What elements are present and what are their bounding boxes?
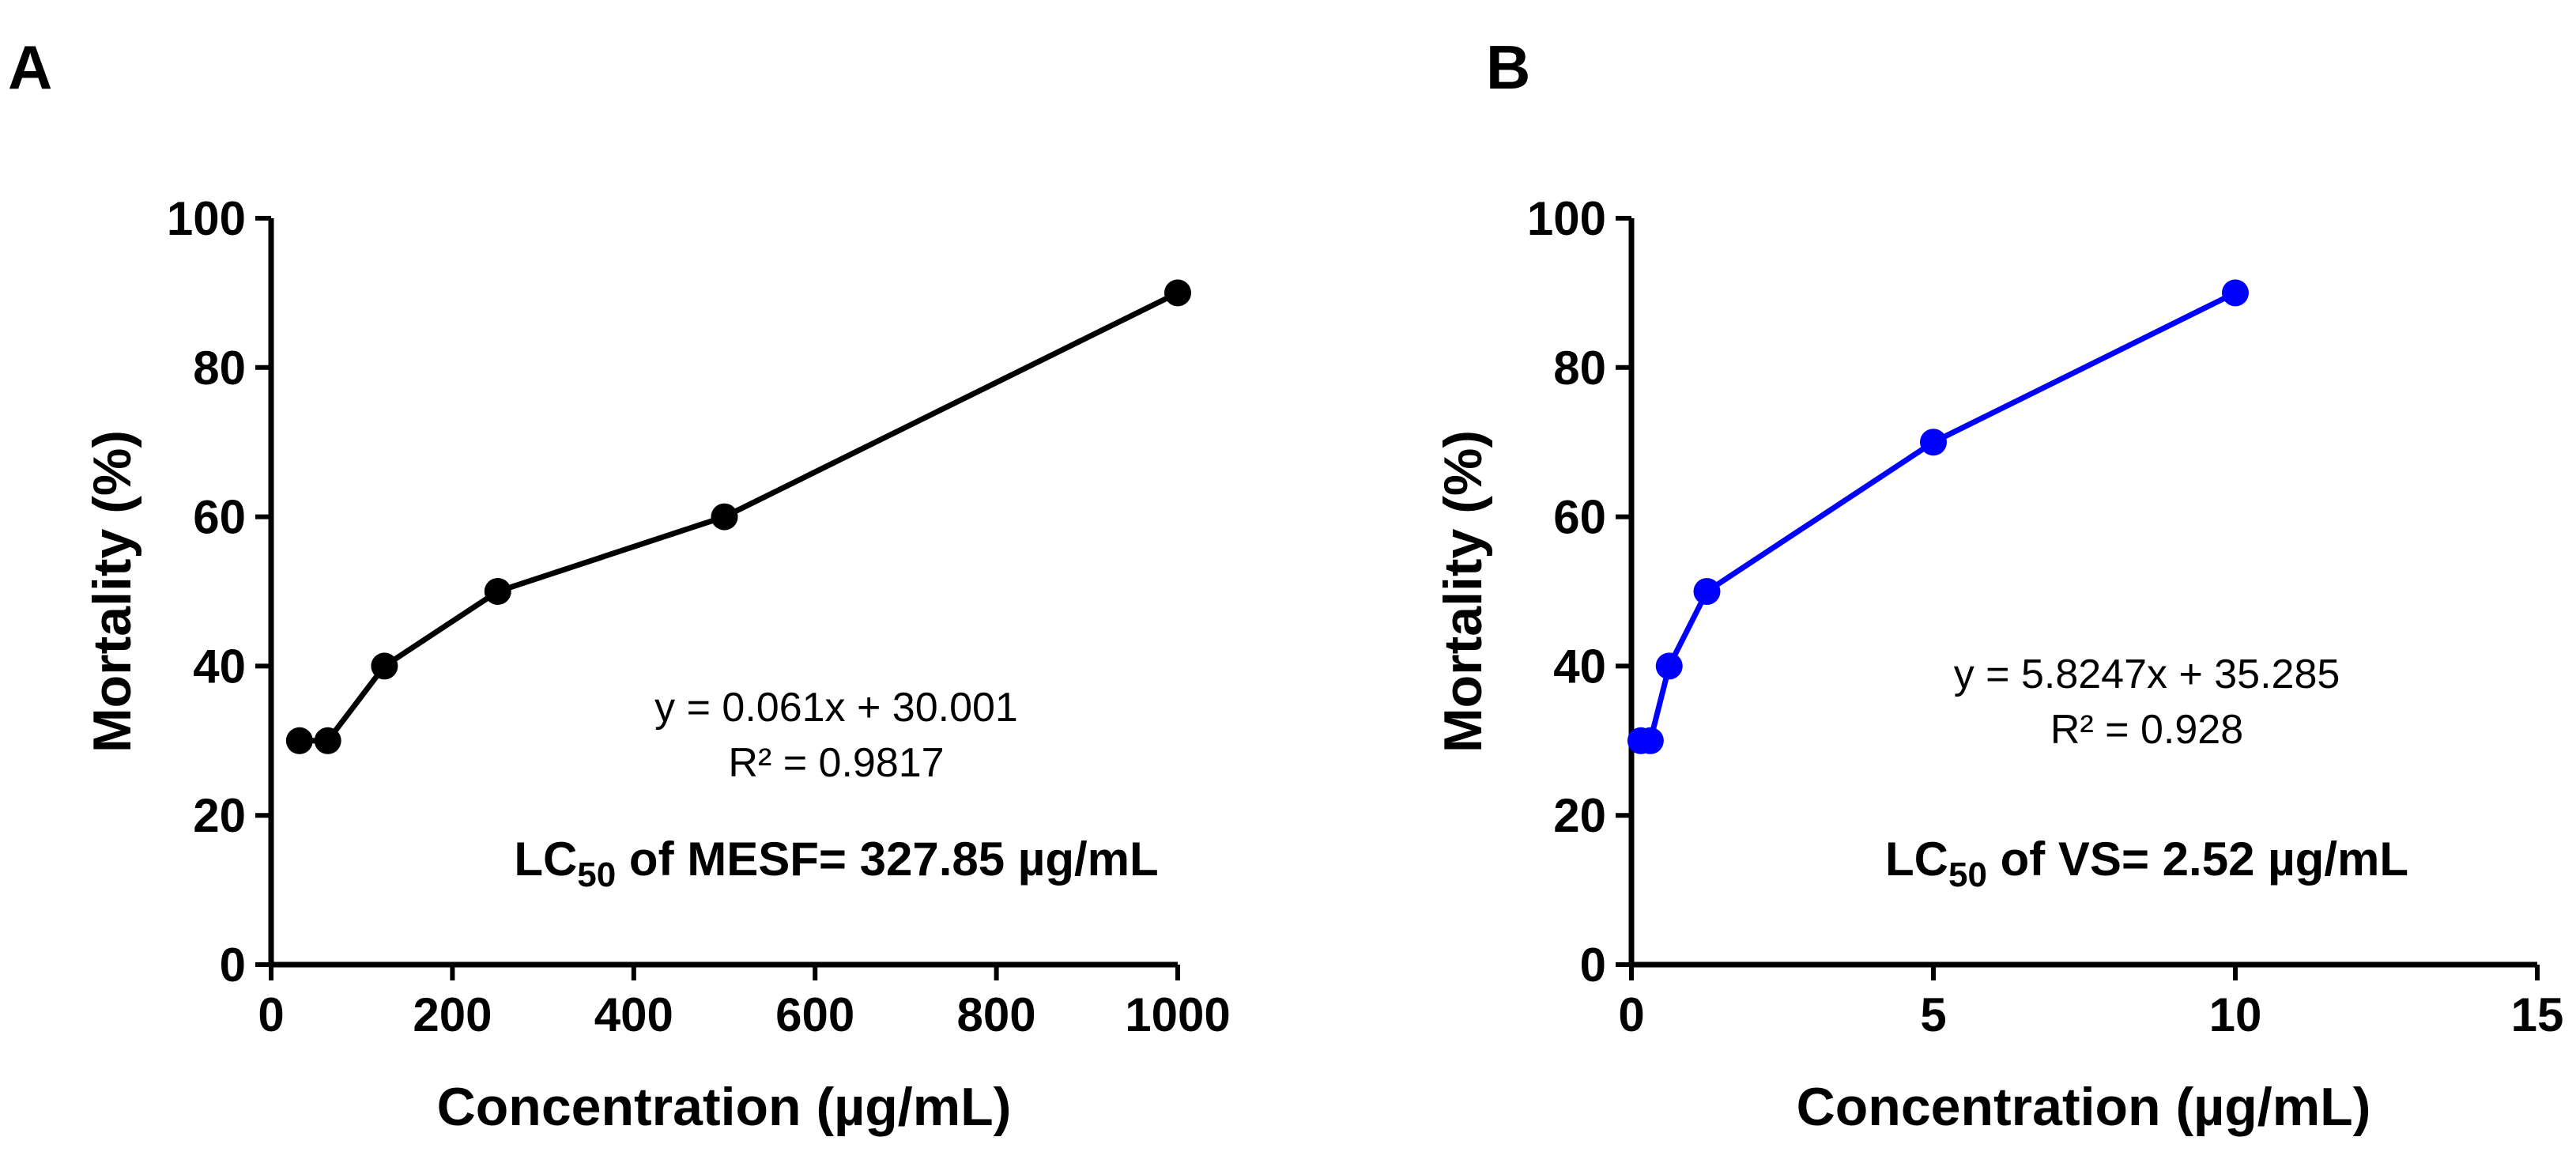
panel-a-lc50-annotation: LC50 of MESF= 327.85 µg/mL [514,833,1158,894]
panel-b-y-tick-label: 20 [1553,789,1606,842]
panel-a-y-axis-title: Mortality (%) [82,430,142,753]
panel-b-x-axis-title: Concentration (µg/mL) [1797,1077,2371,1137]
panel-b-data-point [1920,429,1947,456]
panel-b-regression-equation: y = 5.8247x + 35.285 [1954,652,2340,697]
panel-a-y-tick-label: 40 [193,640,246,693]
panel-a-series-mesf [285,279,1191,754]
panel-a-y-tick-label: 0 [220,939,246,992]
panel-a-x-tick-label: 600 [775,988,854,1041]
panel-b-y-tick-label: 80 [1553,342,1606,395]
panel-a-y-tick-label: 60 [193,491,246,544]
panel-a-lc50-prefix: LC [514,833,577,886]
panel-a-x-axis-title: Concentration (µg/mL) [437,1077,1012,1137]
panel-b-lc50-prefix: LC [1885,833,1948,886]
panel-a-r-squared: R² = 0.9817 [728,740,944,786]
panel-b-x-tick-label: 5 [1920,988,1946,1041]
panel-a-data-point [371,652,398,680]
panel-b-y-tick-label: 40 [1553,640,1606,693]
panel-a-y-axis-ticks: 0 20 40 60 80 100 [167,192,271,992]
panel-b-data-point [1693,578,1721,605]
panel-b-x-tick-label: 15 [2511,988,2564,1041]
panel-b-x-tick-label: 10 [2209,988,2262,1041]
panel-a-data-point [285,727,313,754]
panel-b-r-squared: R² = 0.928 [2050,707,2243,753]
panel-a-lc50-subscript: 50 [577,856,616,894]
panel-b-data-point [1636,727,1664,754]
panel-b-y-tick-label: 60 [1553,491,1606,544]
panel-b-lc50-annotation: LC50 of VS= 2.52 µg/mL [1885,833,2408,894]
panel-b-y-tick-label: 0 [1580,939,1606,992]
panel-a-y-tick-label: 20 [193,789,246,842]
panel-a-x-tick-label: 400 [594,988,673,1041]
panel-b-lc50-text: of VS= 2.52 µg/mL [1987,833,2408,886]
panel-b-x-tick-label: 0 [1618,988,1644,1041]
panel-a-x-tick-label: 200 [413,988,492,1041]
panel-a-x-tick-label: 800 [957,988,1036,1041]
panel-b-data-point [1655,652,1683,680]
panel-a-data-point [711,503,738,531]
panel-a-data-point [484,578,511,605]
panel-a-data-point [1164,279,1191,307]
panel-a-series-line [299,290,1179,744]
panel-b: B 0 20 40 60 80 100 0 5 10 15 y = 5.8247x + 35.2… [1433,32,2563,1137]
panel-a-y-tick-label: 100 [167,192,246,245]
panel-a-regression-equation: y = 0.061x + 30.001 [654,685,1018,731]
panel-b-x-axis-ticks: 0 5 10 15 [1618,965,2563,1041]
panel-a-x-tick-label: 1000 [1125,988,1230,1041]
panel-b-y-axis-title: Mortality (%) [1433,430,1493,753]
panel-b-data-point [2222,279,2249,307]
panel-a-lc50-text: of MESF= 327.85 µg/mL [616,833,1158,886]
panel-a-x-tick-label: 0 [258,988,284,1041]
panel-label-b: B [1486,32,1530,102]
panel-label-a: A [8,32,52,102]
panel-a-data-point [314,727,341,754]
panel-b-y-axis-ticks: 0 20 40 60 80 100 [1527,192,1631,992]
panel-a: A 0 20 40 60 80 100 0 200 400 600 800 1000 y = 0.0… [8,32,1231,1137]
panel-b-y-tick-label: 100 [1527,192,1606,245]
panel-b-lc50-subscript: 50 [1948,856,1987,894]
panel-a-x-axis-ticks: 0 200 400 600 800 1000 [258,965,1231,1041]
panel-a-y-tick-label: 80 [193,342,246,395]
panel-b-series-vs [1627,279,2249,754]
